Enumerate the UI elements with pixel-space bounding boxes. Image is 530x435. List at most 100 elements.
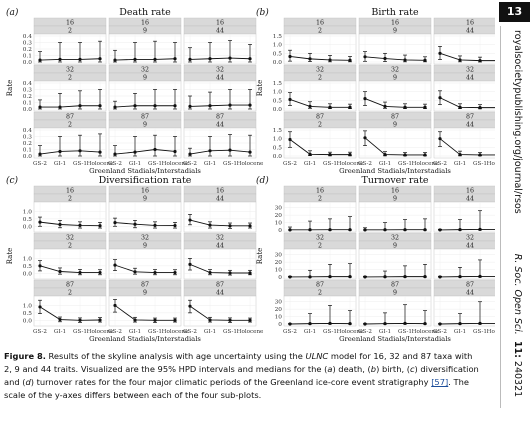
facet-strip-traits bbox=[433, 25, 495, 35]
y-tick-label: 0.0 bbox=[23, 318, 33, 324]
median-point bbox=[208, 104, 212, 108]
x-tick-label: GS-2 bbox=[183, 329, 197, 335]
facet-panel bbox=[283, 295, 357, 327]
facet-panel bbox=[283, 248, 357, 280]
panel-label: (c) bbox=[6, 175, 19, 186]
median-point bbox=[348, 275, 352, 279]
facet-traits-label: 2 bbox=[68, 121, 72, 128]
facet-taxa-label: 16 bbox=[316, 19, 324, 26]
x-tick-label: GS-2 bbox=[183, 161, 197, 167]
median-point bbox=[208, 270, 212, 275]
facet-traits-label: 9 bbox=[393, 242, 397, 249]
facet-taxa-label: 32 bbox=[66, 234, 74, 241]
x-tick-label: GS-1 bbox=[223, 161, 237, 167]
y-axis-label: Rate bbox=[6, 248, 14, 265]
facet-traits-label: 9 bbox=[143, 27, 147, 34]
facet-taxa-label: 16 bbox=[316, 187, 324, 194]
facet-taxa-label: 87 bbox=[316, 281, 324, 288]
median-line bbox=[439, 322, 495, 325]
facet-traits-label: 44 bbox=[216, 242, 224, 249]
x-tick-label: GI-1 bbox=[54, 329, 66, 335]
x-tick-label: Holocene bbox=[237, 161, 264, 167]
y-tick-label: 0.3 bbox=[23, 41, 33, 47]
median-point bbox=[133, 318, 137, 322]
median-point bbox=[98, 150, 102, 154]
median-point bbox=[208, 149, 212, 153]
facet-traits-label: 2 bbox=[68, 27, 72, 34]
median-point bbox=[78, 149, 82, 153]
x-tick-label: Holocene bbox=[237, 329, 264, 335]
median-point bbox=[403, 321, 407, 326]
y-tick-label: 0.0 bbox=[23, 60, 33, 66]
y-tick-label: 0.2 bbox=[23, 94, 33, 100]
facet-panel bbox=[33, 201, 107, 233]
y-tick-label: 30 bbox=[275, 300, 283, 306]
journal-url[interactable]: royalsocietypublishing.org/journal/rsos bbox=[512, 30, 523, 214]
y-tick-label: 0.0 bbox=[273, 107, 283, 113]
x-tick-label: GI-1 bbox=[379, 161, 391, 167]
caption-text: ) death, ( bbox=[332, 364, 371, 374]
median-point bbox=[288, 275, 292, 279]
median-point bbox=[423, 105, 427, 109]
citation-link[interactable]: [57] bbox=[431, 377, 449, 387]
x-tick-label: Holocene bbox=[162, 161, 189, 167]
median-line bbox=[439, 52, 495, 62]
median-point bbox=[383, 104, 387, 108]
median-line bbox=[289, 322, 351, 325]
median-point bbox=[38, 264, 42, 268]
median-point bbox=[113, 303, 117, 308]
y-tick-label: 30 bbox=[275, 253, 283, 259]
median-point bbox=[328, 58, 332, 62]
median-point bbox=[458, 105, 462, 109]
y-tick-label: 0.5 bbox=[23, 217, 33, 223]
median-point bbox=[38, 152, 42, 156]
x-tick-label: GS-1 bbox=[398, 329, 412, 335]
median-line bbox=[114, 264, 175, 273]
median-point bbox=[423, 58, 427, 62]
median-point bbox=[458, 58, 462, 62]
facet-traits-label: 9 bbox=[143, 242, 147, 249]
x-tick-label: GS-1 bbox=[398, 161, 412, 167]
median-point bbox=[58, 317, 62, 322]
median-point bbox=[328, 228, 332, 232]
facet-taxa-label: 16 bbox=[466, 19, 474, 26]
median-point bbox=[308, 57, 312, 61]
median-line bbox=[189, 219, 250, 227]
facet-taxa-label: 32 bbox=[66, 66, 74, 73]
facet-taxa-label: 16 bbox=[216, 19, 224, 26]
median-point bbox=[363, 322, 367, 326]
median-point bbox=[153, 57, 157, 62]
median-point bbox=[133, 222, 137, 226]
y-tick-label: 0.5 bbox=[273, 51, 283, 57]
median-point bbox=[228, 56, 232, 60]
y-tick-label: 0.4 bbox=[23, 81, 33, 87]
median-point bbox=[38, 105, 42, 109]
median-point bbox=[228, 148, 232, 152]
facet-taxa-label: 87 bbox=[66, 281, 74, 288]
margin-divider bbox=[500, 26, 501, 408]
median-point bbox=[248, 150, 252, 154]
x-tick-label: GS-2 bbox=[33, 161, 47, 167]
y-tick-label: 1.0 bbox=[23, 256, 33, 262]
x-tick-label: GS-1 bbox=[473, 161, 487, 167]
running-header: royalsocietypublishing.org/journal/rsos R… bbox=[509, 30, 523, 397]
caption-text: . The scale of the y-axes differs betwee… bbox=[4, 377, 469, 400]
median-point bbox=[328, 105, 332, 109]
facet-strip-taxa bbox=[433, 185, 495, 195]
median-point bbox=[78, 270, 82, 275]
page-margin: 13 royalsocietypublishing.org/journal/rs… bbox=[499, 0, 530, 435]
facet-taxa-label: 16 bbox=[141, 19, 149, 26]
y-tick-label: 0.0 bbox=[23, 154, 33, 160]
x-axis-label: Greenland Stadials/Interstadials bbox=[339, 167, 451, 175]
panel-title: Death rate bbox=[119, 7, 171, 18]
panel-title: Diversification rate bbox=[99, 175, 192, 186]
y-tick-label: 0.0 bbox=[273, 60, 283, 66]
median-point bbox=[478, 153, 482, 157]
x-tick-label: GI-1 bbox=[454, 161, 466, 167]
facet-taxa-label: 87 bbox=[391, 113, 399, 120]
median-point bbox=[438, 275, 442, 279]
facet-traits-label: 44 bbox=[216, 121, 224, 128]
median-line bbox=[114, 305, 175, 321]
facet-taxa-label: 32 bbox=[316, 66, 324, 73]
median-point bbox=[348, 228, 352, 232]
